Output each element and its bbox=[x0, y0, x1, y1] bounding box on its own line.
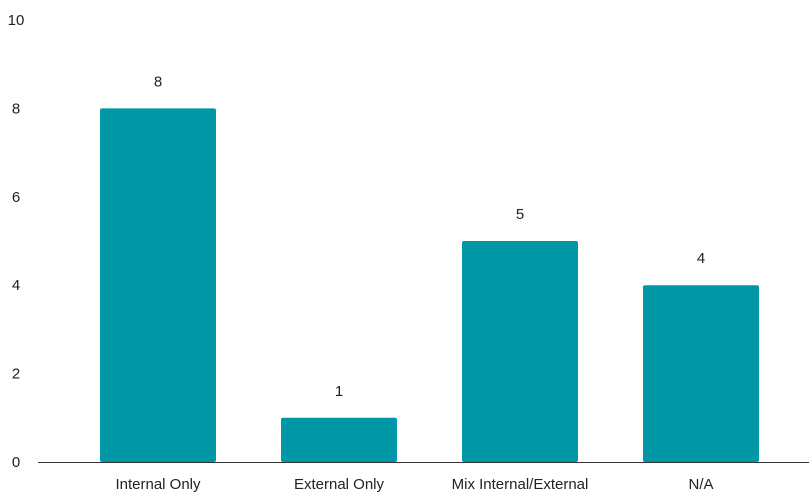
data-label-internal-only: 8 bbox=[154, 73, 162, 90]
y-tick-label-6: 6 bbox=[12, 189, 20, 206]
category-label-internal-only: Internal Only bbox=[115, 476, 201, 493]
category-label-external-only: External Only bbox=[294, 476, 385, 493]
category-label-mix-internal-external: Mix Internal/External bbox=[452, 476, 589, 493]
bars-group bbox=[100, 108, 759, 463]
bar-mix-internal-external bbox=[462, 241, 578, 462]
y-tick-label-10: 10 bbox=[8, 12, 25, 29]
bar-internal-only bbox=[100, 108, 216, 463]
data-label-n-a: 4 bbox=[697, 250, 705, 267]
y-tick-label-4: 4 bbox=[12, 277, 20, 294]
bar-n-a bbox=[643, 285, 759, 462]
data-label-external-only: 1 bbox=[335, 383, 343, 400]
y-tick-label-8: 8 bbox=[12, 100, 20, 117]
bar-external-only bbox=[281, 417, 397, 462]
y-axis-ticks: 0 2 4 6 8 10 bbox=[8, 12, 25, 471]
category-labels-group: Internal Only External Only Mix Internal/E… bbox=[115, 476, 713, 493]
y-tick-label-0: 0 bbox=[12, 454, 20, 471]
category-label-n-a: N/A bbox=[688, 476, 713, 493]
data-label-mix-internal-external: 5 bbox=[516, 206, 524, 223]
y-tick-label-2: 2 bbox=[12, 366, 20, 383]
data-labels-group: 8 1 5 4 bbox=[154, 73, 705, 399]
